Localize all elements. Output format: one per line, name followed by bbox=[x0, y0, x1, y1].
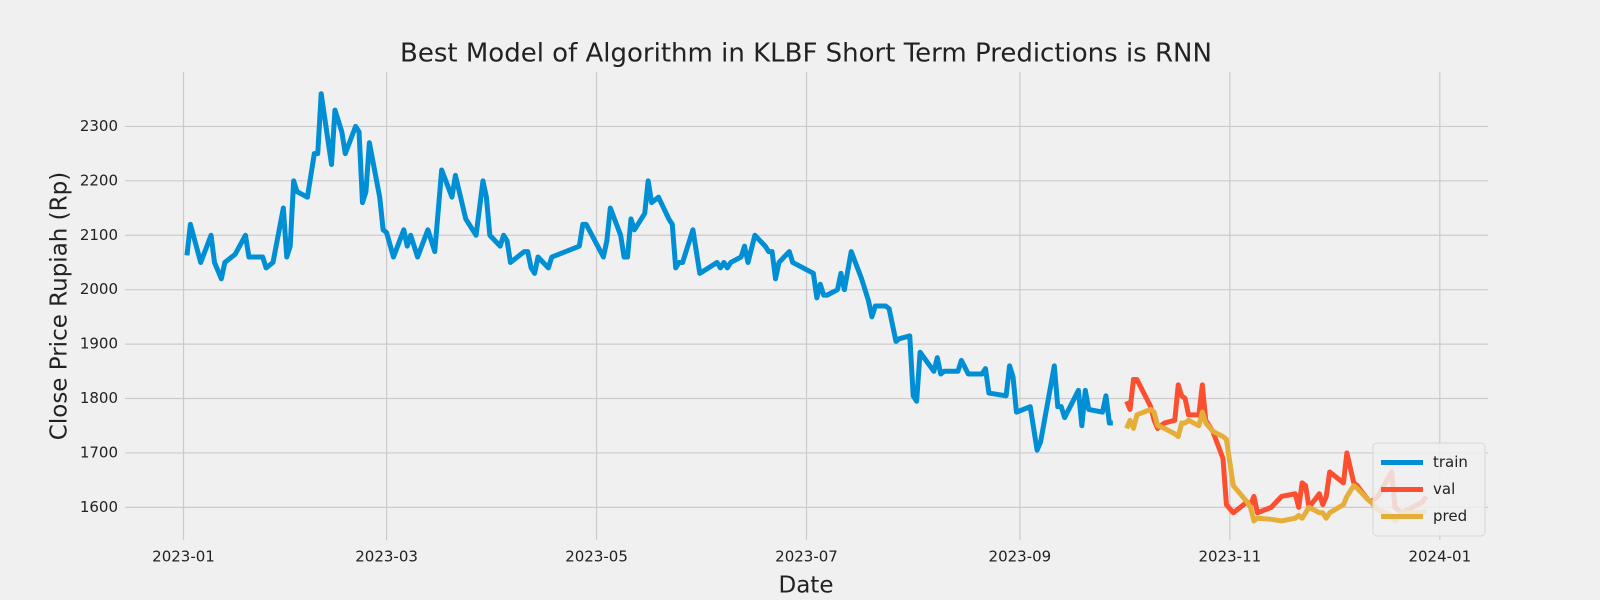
legend: train val pred bbox=[1372, 442, 1486, 537]
x-tick-label: 2023-01 bbox=[152, 548, 215, 566]
series-line bbox=[1124, 406, 1428, 524]
y-tick-label: 1900 bbox=[80, 335, 118, 353]
x-tick-label: 2023-03 bbox=[355, 548, 418, 566]
y-tick-label: 2300 bbox=[80, 117, 118, 135]
y-tick-label: 2200 bbox=[80, 171, 118, 189]
legend-box bbox=[1372, 442, 1486, 537]
series-line bbox=[184, 91, 1113, 453]
legend-label: val bbox=[1433, 480, 1455, 498]
x-tick-label: 2023-05 bbox=[565, 548, 628, 566]
grid: 1600 1700 1800 1900 2000 2100 2200 2300 2023-01 2… bbox=[80, 72, 1488, 566]
plot-lines bbox=[184, 91, 1429, 524]
y-tick-label: 2000 bbox=[80, 280, 118, 298]
x-tick-label: 2024-01 bbox=[1408, 548, 1471, 566]
y-tick-label: 1700 bbox=[80, 443, 118, 461]
x-tick-label: 2023-09 bbox=[989, 548, 1052, 566]
chart-title: Best Model of Algorithm in KLBF Short Te… bbox=[400, 39, 1212, 69]
x-tick-label: 2023-11 bbox=[1199, 548, 1262, 566]
y-tick-label: 1600 bbox=[80, 498, 118, 516]
y-tick-label: 2100 bbox=[80, 226, 118, 244]
x-axis-label: Date bbox=[779, 573, 834, 599]
y-axis-label: Close Price Rupiah (Rp) bbox=[47, 172, 73, 440]
legend-label: pred bbox=[1433, 507, 1467, 525]
y-tick-label: 1800 bbox=[80, 389, 118, 407]
legend-label: train bbox=[1433, 453, 1468, 471]
x-tick-label: 2023-07 bbox=[775, 548, 838, 566]
